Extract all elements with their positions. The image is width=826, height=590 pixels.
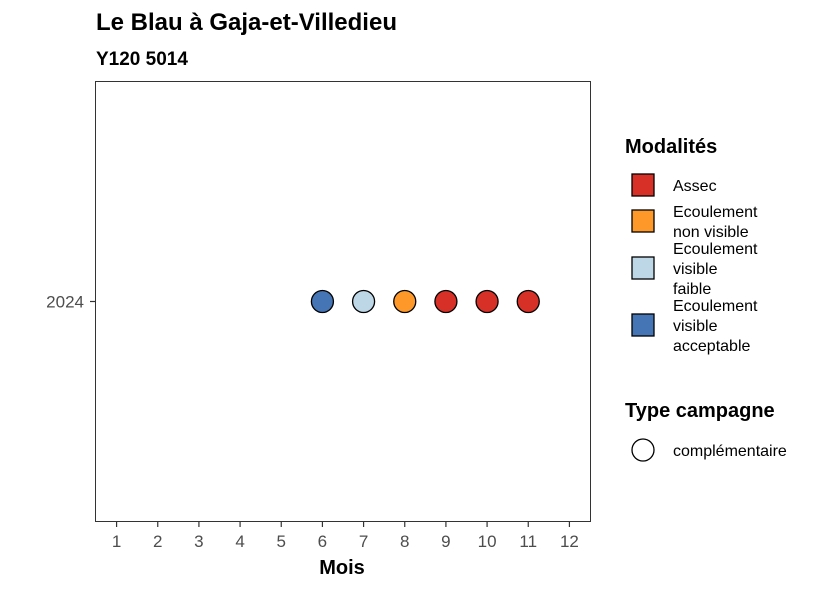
- legend-swatch: [631, 256, 655, 280]
- legend-swatch: [631, 173, 655, 197]
- chart-title: Le Blau à Gaja-et-Villedieu: [96, 9, 397, 36]
- data-point: [475, 289, 499, 314]
- legend-label: Ecoulement: [673, 241, 758, 258]
- x-tick-label: 6: [318, 532, 327, 551]
- legend-label: complémentaire: [673, 443, 787, 460]
- legend-label: visible: [673, 261, 718, 278]
- legend-label: acceptable: [673, 338, 750, 355]
- x-tick-label: 11: [519, 532, 537, 551]
- plot-panel: [95, 81, 591, 522]
- data-points: [310, 289, 540, 314]
- x-tick-label: 4: [235, 532, 244, 551]
- y-axis: 2024: [46, 293, 96, 312]
- x-tick-label: 3: [194, 532, 203, 551]
- data-point: [516, 289, 540, 314]
- x-axis: 1 2 3 4 5 6 7 8 9 10 11 12: [112, 521, 579, 551]
- legend-circle-symbol: [631, 438, 655, 462]
- x-tick-label: 2: [153, 532, 162, 551]
- data-point: [393, 289, 417, 314]
- legend-label: non visible: [673, 224, 749, 241]
- data-point: [351, 289, 376, 314]
- legend-label: Assec: [673, 178, 717, 195]
- x-tick-label: 10: [478, 532, 497, 551]
- chart-subtitle: Y120 5014: [96, 49, 188, 70]
- legend-swatch: [631, 313, 655, 337]
- data-point: [310, 289, 335, 314]
- legend-label: Ecoulement: [673, 204, 758, 221]
- legend-title-campagne: Type campagne: [625, 400, 775, 422]
- x-tick-label: 12: [560, 532, 579, 551]
- legend-label: faible: [673, 281, 711, 298]
- x-tick-label: 1: [112, 532, 121, 551]
- x-tick-label: 9: [441, 532, 450, 551]
- x-tick-label: 7: [359, 532, 368, 551]
- data-point: [434, 289, 458, 314]
- x-axis-title: Mois: [319, 557, 365, 579]
- legend-label: visible: [673, 318, 718, 335]
- legend-label: Ecoulement: [673, 298, 758, 315]
- legend-title-modalites: Modalités: [625, 136, 717, 158]
- y-tick-label: 2024: [46, 293, 84, 312]
- x-tick-label: 8: [400, 532, 409, 551]
- legend-swatch: [631, 209, 655, 233]
- x-tick-label: 5: [277, 532, 286, 551]
